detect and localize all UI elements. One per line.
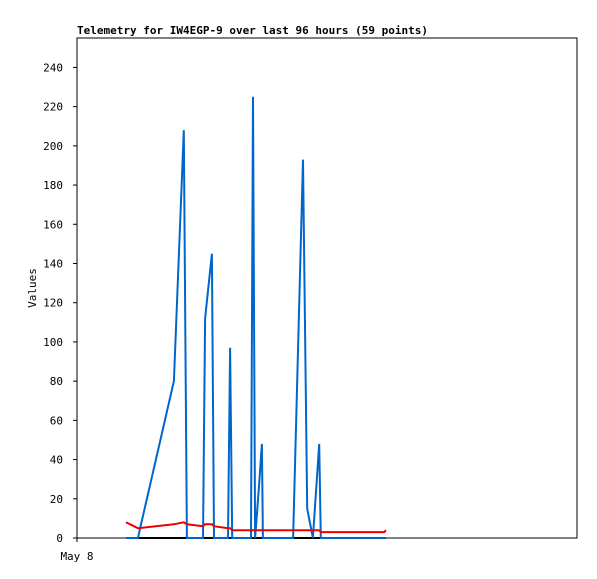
y-tick-label: 20 (50, 493, 63, 506)
x-tick-label: May 8 (60, 550, 93, 563)
y-tick-label: 220 (43, 101, 63, 114)
chart-title: Telemetry for IW4EGP-9 over last 96 hour… (77, 24, 428, 37)
y-tick-label: 140 (43, 257, 63, 270)
y-tick-label: 0 (56, 532, 63, 545)
y-tick-label: 120 (43, 297, 63, 310)
y-tick-label: 60 (50, 414, 63, 427)
y-tick-label: 80 (50, 375, 63, 388)
y-axis-label: Values (26, 268, 39, 308)
y-tick-label: 40 (50, 454, 63, 467)
y-tick-label: 100 (43, 336, 63, 349)
y-tick-label: 200 (43, 140, 63, 153)
series-line (125, 521, 387, 534)
y-tick-label: 160 (43, 218, 63, 231)
series-line (126, 96, 386, 539)
y-tick-label: 240 (43, 61, 63, 74)
plot-frame (76, 37, 578, 539)
y-tick-label: 180 (43, 179, 63, 192)
